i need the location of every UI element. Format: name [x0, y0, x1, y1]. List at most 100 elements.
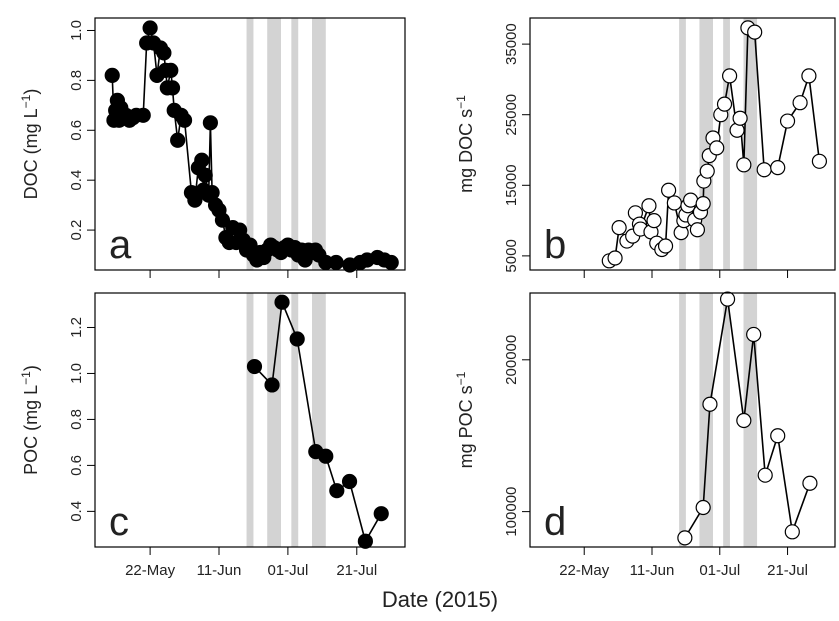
shaded-period [291, 293, 299, 547]
x-tick-label: 01-Jul [699, 562, 740, 579]
data-point [246, 358, 263, 375]
data-point [373, 506, 389, 522]
y-tick-label: 0.4 [68, 170, 85, 191]
y-axis-title-part: mg POC s [456, 385, 476, 468]
data-point [383, 254, 399, 271]
y-axis-title-part: mg DOC s [456, 109, 476, 193]
data-point [187, 192, 203, 208]
data-point [677, 530, 693, 546]
data-point [357, 533, 373, 549]
shaded-period [312, 293, 326, 547]
data-point [135, 107, 151, 123]
panel-label: d [544, 500, 566, 544]
data-point [176, 112, 193, 128]
data-point [264, 377, 280, 393]
shaded-period [699, 293, 713, 547]
y-axis-title: DOC (mg L−1) [19, 89, 41, 200]
data-point [328, 254, 344, 271]
plot-frame [94, 17, 406, 271]
data-point [736, 157, 752, 173]
data-point [722, 68, 738, 84]
data-point [702, 396, 718, 412]
shaded-period [267, 18, 281, 270]
data-point [683, 192, 699, 208]
y-tick-label: 0.6 [68, 120, 85, 141]
data-point [689, 222, 706, 238]
data-point [695, 499, 711, 516]
data-point [732, 110, 748, 126]
y-axis-title-part: ) [21, 365, 41, 371]
x-tick-label: 21-Jul [336, 562, 377, 579]
data-point [611, 220, 627, 236]
shaded-period [312, 18, 326, 270]
data-point [156, 45, 172, 61]
panel-label: c [109, 500, 129, 544]
data-point [170, 132, 186, 148]
data-point [657, 238, 674, 254]
data-point [719, 291, 736, 307]
plot-frame [529, 17, 836, 271]
y-axis-title-part: −1 [19, 371, 33, 385]
shaded-period [679, 18, 686, 270]
data-point [202, 115, 218, 131]
data-point [607, 250, 623, 266]
panel-label: b [544, 223, 566, 267]
data-point [770, 428, 786, 444]
plot-frame [529, 292, 836, 548]
data-point [289, 331, 305, 347]
x-tick-label: 11-Jun [630, 562, 675, 579]
data-point [104, 67, 120, 83]
plot-frame [94, 292, 406, 548]
y-tick-label: 35000 [503, 23, 520, 65]
y-tick-label: 100000 [503, 487, 520, 537]
data-point [329, 483, 345, 499]
data-point [666, 195, 682, 211]
panel-label: a [109, 223, 132, 267]
data-line [684, 298, 811, 539]
data-point [770, 160, 786, 176]
data-point [341, 473, 358, 490]
shaded-period [743, 18, 758, 270]
shaded-period [723, 293, 730, 547]
data-point [163, 62, 179, 78]
y-axis-title-part: −1 [454, 371, 468, 385]
y-axis-title-part: DOC (mg L [21, 108, 41, 199]
data-point [779, 113, 796, 129]
data-point [802, 475, 818, 491]
data-point [784, 524, 800, 540]
y-axis-title: POC (mg L−1) [19, 365, 41, 475]
data-point [811, 153, 828, 169]
data-point [709, 140, 725, 156]
y-axis-title-part: POC (mg L [21, 385, 41, 475]
data-point [164, 80, 181, 96]
y-tick-label: 0.2 [68, 220, 85, 241]
data-point [746, 326, 762, 343]
data-point [757, 467, 773, 483]
y-tick-label: 0.6 [68, 455, 85, 476]
shaded-period [679, 293, 686, 547]
y-tick-label: 1.2 [68, 317, 85, 338]
data-point [204, 185, 220, 201]
data-point [699, 163, 715, 179]
data-point [661, 182, 677, 198]
x-tick-label: 22-May [559, 562, 610, 579]
shaded-period [267, 293, 281, 547]
data-point [142, 20, 158, 36]
y-tick-label: 0.8 [68, 70, 85, 91]
data-point [641, 198, 657, 214]
shaded-period [723, 18, 730, 270]
y-tick-label: 15000 [503, 164, 520, 206]
y-axis-title-part: −1 [19, 94, 33, 108]
data-point [736, 412, 752, 429]
data-point [747, 24, 763, 40]
y-tick-label: 1.0 [68, 20, 85, 41]
y-tick-label: 0.4 [68, 501, 85, 522]
x-tick-label: 21-Jul [767, 562, 808, 579]
y-axis-title-part: −1 [454, 95, 468, 109]
y-axis-title: mg DOC s−1 [454, 95, 476, 193]
data-point [274, 294, 290, 310]
y-tick-label: 0.8 [68, 409, 85, 430]
data-point [318, 448, 334, 464]
shaded-period [291, 18, 299, 270]
